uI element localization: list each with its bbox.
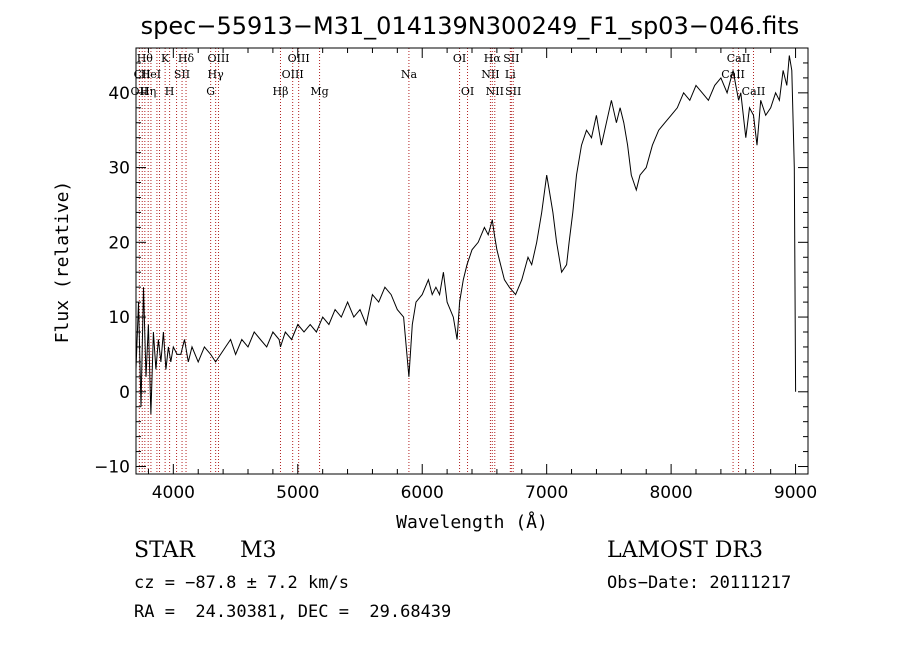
emission-line-label: Hθ <box>137 52 154 65</box>
x-tick-label: 9000 <box>774 483 817 503</box>
emission-line-label: NII <box>481 68 499 81</box>
plot-frame <box>135 47 809 475</box>
emission-line-label: OIII <box>288 52 310 65</box>
y-tick-label: 30 <box>108 159 130 179</box>
observation-date: Obs−Date: 20111217 <box>607 573 792 593</box>
redshift-info: cz = −87.8 ± 7.2 km/s <box>134 573 349 593</box>
x-tick-label: 6000 <box>401 483 444 503</box>
emission-line-label: SII <box>174 68 190 81</box>
emission-line-markers <box>138 48 754 474</box>
spectrum-chart: spec−55913−M31_014139N300249_F1_sp03−046… <box>52 12 817 533</box>
emission-line-label: G <box>206 85 215 98</box>
emission-line-label: Na <box>401 68 418 81</box>
object-class: STAR <box>134 538 195 563</box>
y-tick-label: −10 <box>94 458 130 478</box>
chart-title: spec−55913−M31_014139N300249_F1_sp03−046… <box>141 12 800 40</box>
emission-line-label: CaII <box>742 85 766 98</box>
x-axis-ticks: 4000 5000 6000 7000 8000 9000 <box>147 48 817 503</box>
emission-line-label: K <box>161 52 170 65</box>
y-tick-label: 20 <box>108 233 130 253</box>
y-tick-label: 40 <box>108 84 130 104</box>
x-tick-label: 4000 <box>152 483 195 503</box>
emission-line-label: H <box>165 85 175 98</box>
emission-line-label: CaII <box>721 68 745 81</box>
emission-line-label: Hγ <box>208 68 225 81</box>
x-axis-label: Wavelength (Å) <box>396 511 548 533</box>
survey-label: LAMOST DR3 <box>607 538 763 563</box>
emission-line-label: OIII <box>207 52 229 65</box>
emission-line-label: HeI <box>141 68 161 81</box>
spectrum-line <box>135 55 797 415</box>
x-tick-label: 8000 <box>649 483 692 503</box>
emission-line-label: NII <box>486 85 504 98</box>
emission-line-label: Mg <box>310 85 328 98</box>
emission-line-label: OIII <box>282 68 304 81</box>
emission-line-labels: OIICIIHθHηHeIKHSIIHδGHγOIIIHβOIIIOIIIMgN… <box>131 52 766 98</box>
x-tick-label: 7000 <box>525 483 568 503</box>
x-tick-label: 5000 <box>276 483 319 503</box>
y-tick-label: 0 <box>119 383 130 403</box>
emission-line-label: SII <box>503 52 519 65</box>
emission-line-label: CaII <box>727 52 751 65</box>
emission-line-label: Li <box>505 68 516 81</box>
y-tick-label: 10 <box>108 308 130 328</box>
emission-line-label: Hα <box>484 52 502 65</box>
emission-line-label: OII <box>131 85 149 98</box>
emission-line-label: Hδ <box>178 52 195 65</box>
emission-line-label: OI <box>461 85 474 98</box>
emission-line-label: Hβ <box>273 85 289 98</box>
y-axis-ticks: −10 0 10 20 30 40 <box>94 62 808 478</box>
emission-line-label: OI <box>453 52 466 65</box>
emission-line-label: SII <box>505 85 521 98</box>
object-subclass: M3 <box>240 538 277 563</box>
coordinates-info: RA = 24.30381, DEC = 29.68439 <box>134 602 452 622</box>
emission-line-label: Hη <box>140 85 156 98</box>
y-axis-label: Flux (relative) <box>52 181 73 344</box>
